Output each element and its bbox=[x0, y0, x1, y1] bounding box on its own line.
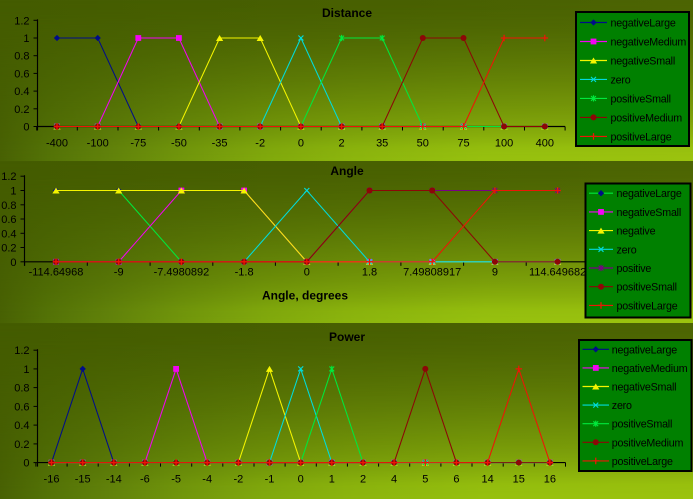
svg-text:0.4: 0.4 bbox=[14, 420, 29, 432]
svg-text:zero: zero bbox=[617, 244, 637, 256]
svg-text:0.6: 0.6 bbox=[14, 401, 29, 413]
svg-text:0.2: 0.2 bbox=[14, 104, 29, 116]
svg-text:400: 400 bbox=[536, 138, 554, 150]
svg-text:Angle, degrees: Angle, degrees bbox=[262, 289, 348, 303]
svg-text:14: 14 bbox=[481, 474, 493, 486]
svg-text:positiveLarge: positiveLarge bbox=[617, 300, 678, 312]
svg-text:-15: -15 bbox=[75, 474, 91, 486]
svg-text:positive: positive bbox=[617, 263, 652, 275]
svg-text:1: 1 bbox=[329, 474, 335, 486]
svg-text:-5: -5 bbox=[171, 474, 181, 486]
svg-text:negativeMedium: negativeMedium bbox=[612, 363, 688, 375]
svg-text:1.2: 1.2 bbox=[14, 345, 29, 357]
svg-text:0.2: 0.2 bbox=[14, 439, 29, 451]
svg-text:0: 0 bbox=[298, 474, 304, 486]
svg-text:0.4: 0.4 bbox=[14, 86, 29, 98]
svg-text:1.8: 1.8 bbox=[362, 267, 377, 279]
svg-text:zero: zero bbox=[612, 400, 632, 412]
svg-text:4: 4 bbox=[391, 474, 397, 486]
svg-text:-114.64968: -114.64968 bbox=[29, 267, 84, 279]
svg-text:0: 0 bbox=[10, 257, 16, 269]
svg-text:6: 6 bbox=[453, 474, 459, 486]
svg-text:Distance: Distance bbox=[322, 6, 372, 20]
svg-text:0: 0 bbox=[23, 458, 29, 470]
svg-text:0.6: 0.6 bbox=[14, 68, 29, 80]
svg-text:16: 16 bbox=[544, 474, 556, 486]
svg-text:1.2: 1.2 bbox=[1, 171, 16, 183]
svg-text:negative: negative bbox=[617, 226, 656, 238]
svg-text:0.6: 0.6 bbox=[1, 214, 16, 226]
svg-text:positiveMedium: positiveMedium bbox=[612, 437, 684, 449]
svg-text:100: 100 bbox=[495, 138, 513, 150]
svg-text:negativeLarge: negativeLarge bbox=[617, 188, 682, 200]
svg-text:-100: -100 bbox=[87, 138, 109, 150]
svg-text:9: 9 bbox=[492, 267, 498, 279]
svg-text:-2: -2 bbox=[255, 138, 265, 150]
svg-text:negativeSmall: negativeSmall bbox=[612, 382, 677, 394]
svg-text:-1: -1 bbox=[265, 474, 275, 486]
svg-text:-1.8: -1.8 bbox=[235, 267, 254, 279]
svg-text:positiveMedium: positiveMedium bbox=[611, 112, 683, 124]
svg-text:positiveSmall: positiveSmall bbox=[617, 282, 677, 294]
svg-text:negativeLarge: negativeLarge bbox=[612, 344, 677, 356]
svg-text:7.49808917: 7.49808917 bbox=[403, 267, 461, 279]
svg-text:-16: -16 bbox=[44, 474, 60, 486]
svg-text:negativeSmall: negativeSmall bbox=[611, 56, 676, 68]
svg-text:1: 1 bbox=[10, 186, 16, 198]
svg-text:positiveSmall: positiveSmall bbox=[611, 93, 671, 105]
svg-text:0: 0 bbox=[23, 122, 29, 134]
svg-text:15: 15 bbox=[513, 474, 525, 486]
svg-text:negativeLarge: negativeLarge bbox=[611, 18, 676, 30]
svg-text:positiveSmall: positiveSmall bbox=[612, 419, 672, 431]
svg-text:-75: -75 bbox=[130, 138, 146, 150]
svg-text:0.8: 0.8 bbox=[14, 51, 29, 63]
svg-text:negativeSmall: negativeSmall bbox=[617, 207, 682, 219]
svg-text:0: 0 bbox=[304, 267, 310, 279]
svg-text:Angle: Angle bbox=[330, 164, 364, 178]
svg-text:0.8: 0.8 bbox=[1, 200, 16, 212]
svg-text:0.8: 0.8 bbox=[14, 383, 29, 395]
svg-text:1: 1 bbox=[23, 364, 29, 376]
svg-text:-7.4980892: -7.4980892 bbox=[154, 267, 210, 279]
svg-text:-35: -35 bbox=[212, 138, 228, 150]
svg-text:1.2: 1.2 bbox=[14, 15, 29, 27]
svg-text:114.649682: 114.649682 bbox=[529, 267, 586, 279]
svg-text:-14: -14 bbox=[106, 474, 122, 486]
svg-text:5: 5 bbox=[422, 474, 428, 486]
svg-text:0.4: 0.4 bbox=[1, 228, 16, 240]
svg-text:-400: -400 bbox=[46, 138, 68, 150]
svg-text:zero: zero bbox=[611, 74, 631, 86]
svg-text:2: 2 bbox=[339, 138, 345, 150]
svg-text:-9: -9 bbox=[114, 267, 124, 279]
svg-text:2: 2 bbox=[360, 474, 366, 486]
svg-text:negativeMedium: negativeMedium bbox=[611, 37, 687, 49]
svg-text:0.2: 0.2 bbox=[1, 243, 16, 255]
svg-text:positiveLarge: positiveLarge bbox=[611, 131, 672, 143]
svg-text:-2: -2 bbox=[234, 474, 244, 486]
svg-text:-6: -6 bbox=[140, 474, 150, 486]
svg-text:positiveLarge: positiveLarge bbox=[612, 456, 673, 468]
svg-text:-50: -50 bbox=[171, 138, 187, 150]
svg-text:1: 1 bbox=[23, 33, 29, 45]
svg-text:-4: -4 bbox=[202, 474, 212, 486]
svg-text:Power: Power bbox=[329, 330, 365, 344]
svg-text:0: 0 bbox=[298, 138, 304, 150]
svg-text:50: 50 bbox=[417, 138, 429, 150]
svg-text:35: 35 bbox=[376, 138, 388, 150]
svg-text:75: 75 bbox=[457, 138, 469, 150]
